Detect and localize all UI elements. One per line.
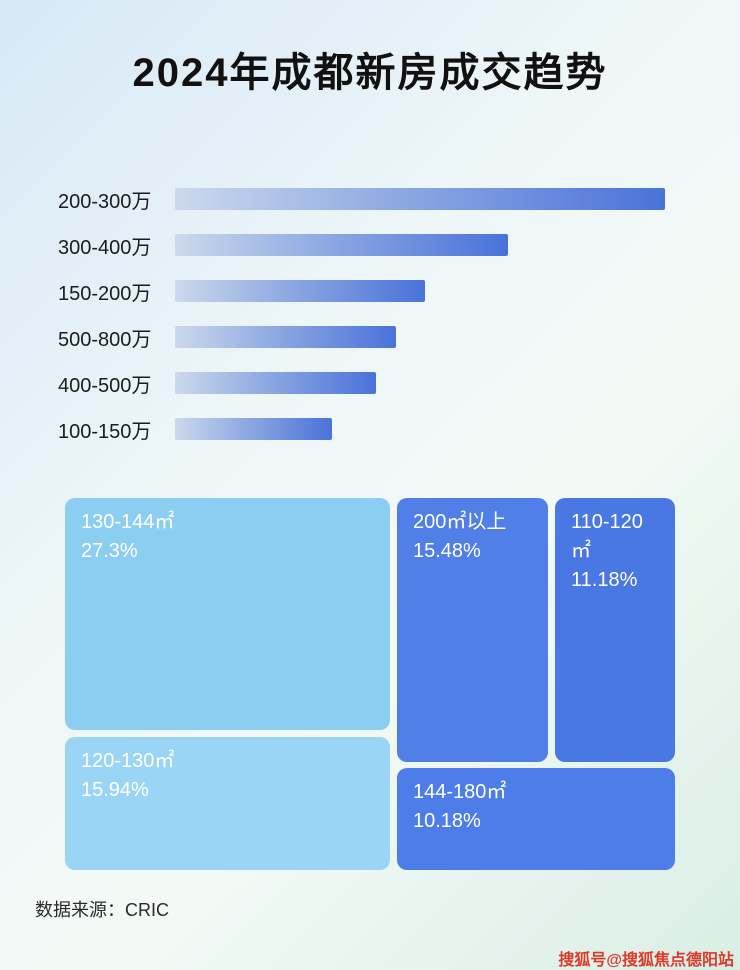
treemap-block-200-plus: 200㎡以上 15.48% xyxy=(397,498,548,762)
page-title: 2024年成都新房成交趋势 xyxy=(132,51,608,95)
treemap-block-120-130: 120-130㎡ 15.94% xyxy=(65,737,390,870)
bar-track xyxy=(175,326,665,348)
block-label: 120-130㎡ xyxy=(81,750,175,772)
treemap-block-130-144: 130-144㎡ 27.3% xyxy=(65,498,390,730)
bar-fill xyxy=(175,188,665,210)
block-label: 110-120㎡ xyxy=(571,511,643,562)
block-value: 10.18% xyxy=(413,810,481,832)
bar-row: 300-400万 xyxy=(0,222,740,268)
bar-track xyxy=(175,418,665,440)
bar-fill xyxy=(175,418,332,440)
treemap: 130-144㎡ 27.3% 200㎡以上 15.48% 110-120㎡ 11… xyxy=(65,498,675,870)
block-value: 27.3% xyxy=(81,540,138,562)
bar-row: 100-150万 xyxy=(0,406,740,452)
bar-row: 200-300万 xyxy=(0,176,740,222)
bar-label: 100-150万 xyxy=(58,420,152,443)
bar-label: 150-200万 xyxy=(58,282,152,305)
bar-label: 400-500万 xyxy=(58,374,152,397)
block-label: 200㎡以上 xyxy=(413,511,507,533)
block-label: 144-180㎡ xyxy=(413,781,507,803)
bar-label: 500-800万 xyxy=(58,328,152,351)
bar-label: 300-400万 xyxy=(58,236,152,259)
bar-track xyxy=(175,234,665,256)
bar-track xyxy=(175,280,665,302)
bar-chart: 200-300万 300-400万 150-200万 500-800万 400-… xyxy=(0,176,740,452)
block-label: 130-144㎡ xyxy=(81,511,175,533)
block-value: 15.94% xyxy=(81,779,149,801)
watermark: 搜狐号@搜狐焦点德阳站 xyxy=(558,952,734,969)
treemap-block-110-120: 110-120㎡ 11.18% xyxy=(555,498,675,762)
bar-fill xyxy=(175,234,509,256)
bar-row: 500-800万 xyxy=(0,314,740,360)
bar-fill xyxy=(175,280,425,302)
bar-fill xyxy=(175,372,376,394)
source-note: 数据来源：CRIC xyxy=(35,900,169,920)
bar-label: 200-300万 xyxy=(58,190,152,213)
block-value: 11.18% xyxy=(571,569,638,591)
treemap-block-144-180: 144-180㎡ 10.18% xyxy=(397,768,675,870)
bar-row: 150-200万 xyxy=(0,268,740,314)
bar-row: 400-500万 xyxy=(0,360,740,406)
block-value: 15.48% xyxy=(413,540,481,562)
bar-track xyxy=(175,372,665,394)
bar-track xyxy=(175,188,665,210)
bar-fill xyxy=(175,326,396,348)
